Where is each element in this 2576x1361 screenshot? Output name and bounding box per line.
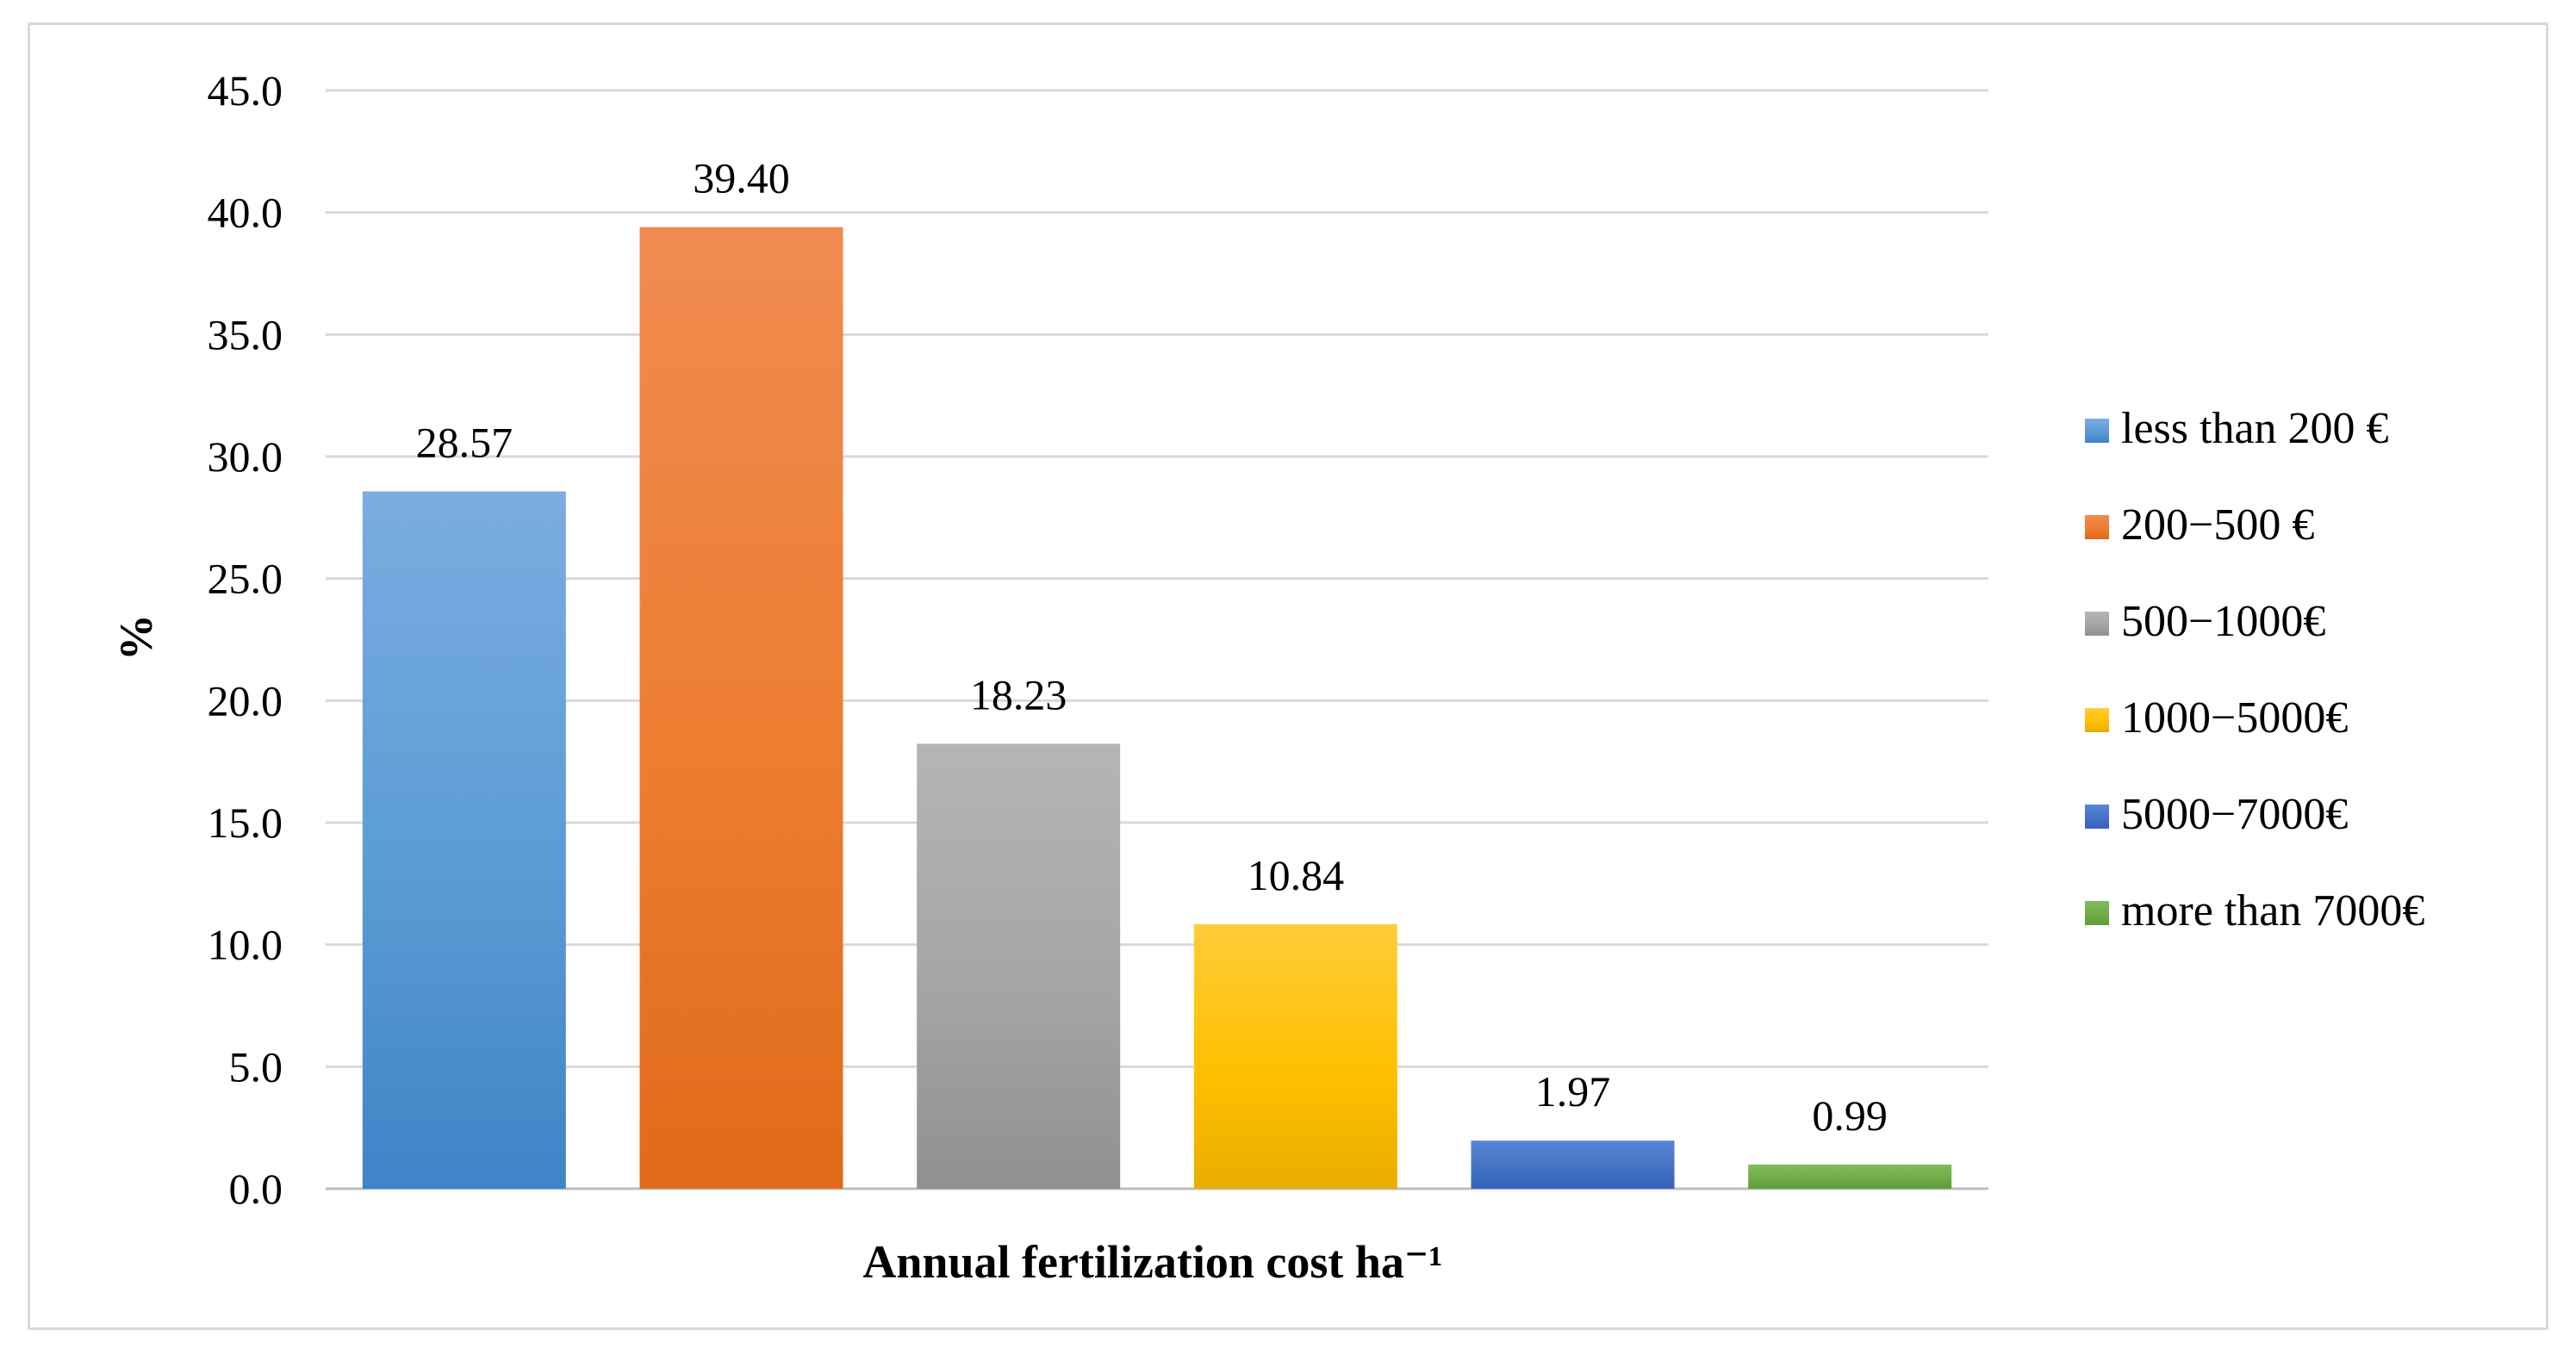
legend: less than 200 € 200−500 € 500−1000€ 1000−50… [2085,404,2424,935]
data-label-5: 1.97 [1535,1067,1611,1116]
bar-1 [362,491,566,1189]
data-label-4: 10.84 [1248,851,1345,899]
y-tick-label: 5.0 [229,1042,283,1091]
data-label-1: 28.57 [416,419,513,467]
legend-swatch-5 [2085,805,2109,829]
legend-label-2: 200−500 € [2121,500,2314,550]
y-tick-label: 30.0 [208,432,283,481]
gridlines [326,89,1988,1190]
legend-label-3: 500−1000€ [2121,597,2325,646]
y-tick-label: 20.0 [208,676,283,724]
legend-label-6: more than 7000€ [2121,886,2424,935]
y-tick-label: 15.0 [208,799,283,847]
bar-4 [1193,923,1397,1189]
legend-swatch-3 [2085,612,2109,636]
bar-6 [1748,1164,1952,1189]
data-labels: 28.57 39.40 18.23 10.84 1.97 0.99 [416,154,1888,1140]
bar-2 [639,227,843,1190]
y-axis-title: % [110,614,162,661]
legend-label-4: 1000−5000€ [2121,693,2348,743]
y-tick-label: 40.0 [208,189,283,237]
data-label-2: 39.40 [693,154,790,202]
bar-3 [917,743,1121,1189]
y-axis-ticks: 0.0 5.0 10.0 15.0 20.0 25.0 30.0 35.0 40.0 45.0 [208,66,283,1213]
legend-swatch-6 [2085,901,2109,925]
x-axis-title: Annual fertilization cost ha⁻¹ [862,1236,1442,1288]
y-tick-label: 45.0 [208,66,283,115]
y-tick-label: 35.0 [208,310,283,358]
bars [362,227,1952,1190]
y-tick-label: 10.0 [208,921,283,969]
bar-5 [1471,1140,1675,1189]
data-label-3: 18.23 [970,670,1067,718]
y-tick-label: 25.0 [208,555,283,603]
legend-label-1: less than 200 € [2121,404,2389,453]
data-label-6: 0.99 [1812,1091,1888,1140]
legend-swatch-4 [2085,708,2109,732]
legend-label-5: 5000−7000€ [2121,790,2348,839]
legend-swatch-1 [2085,419,2109,443]
y-tick-label: 0.0 [229,1165,283,1213]
legend-swatch-2 [2085,515,2109,539]
